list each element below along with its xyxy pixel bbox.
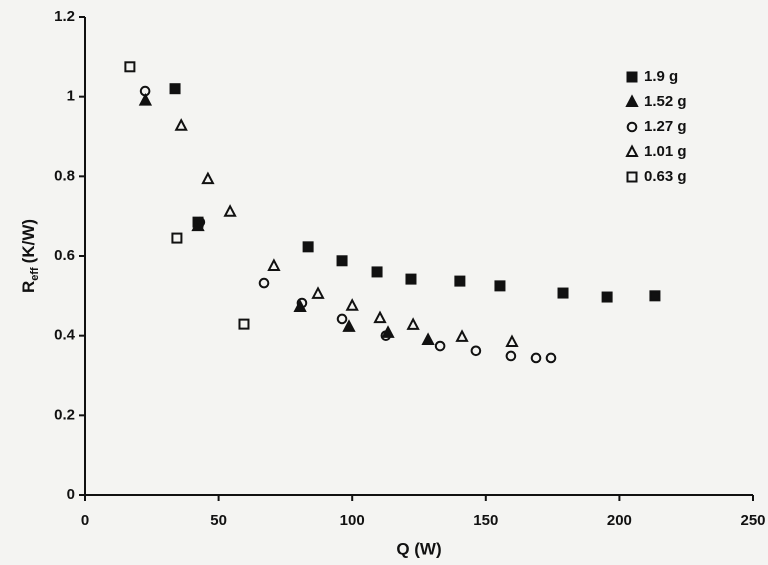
data-point: [421, 332, 435, 346]
y-label-main: R: [19, 281, 38, 293]
data-point: [336, 313, 348, 325]
y-tick-label: 0.6: [54, 247, 75, 264]
data-point: [201, 171, 215, 185]
data-point: [494, 280, 506, 292]
legend-label: 1.9 g: [644, 68, 678, 85]
legend-marker: [626, 71, 638, 83]
data-point: [406, 317, 420, 330]
data-point: [223, 204, 237, 217]
legend-label: 1.52 g: [644, 93, 687, 110]
y-label-sub: eff: [29, 267, 41, 281]
data-point: [557, 287, 569, 299]
data-point: [342, 319, 356, 332]
data-point: [124, 61, 136, 73]
legend-marker: [625, 144, 639, 157]
x-tick-label: 100: [340, 512, 365, 529]
y-tick-label: 0.4: [54, 327, 76, 344]
data-point: [139, 85, 151, 97]
data-point: [296, 297, 308, 309]
data-point: [174, 118, 188, 131]
data-point: [138, 93, 153, 106]
data-point: [405, 273, 417, 285]
data-point: [371, 266, 383, 278]
data-point: [505, 350, 517, 362]
data-point: [601, 291, 613, 303]
legend-marker: [626, 171, 638, 183]
data-point: [302, 241, 314, 253]
x-tick-label: 50: [210, 512, 227, 529]
data-point: [649, 290, 661, 302]
data-point: [267, 258, 281, 271]
data-point: [336, 255, 348, 267]
y-label-unit: (K/W): [19, 219, 38, 263]
x-tick-label: 0: [81, 512, 89, 529]
y-tick-label: 0.8: [54, 167, 75, 184]
data-point: [169, 83, 181, 95]
data-point: [455, 329, 469, 342]
data-point: [194, 216, 206, 228]
legend-label: 1.27 g: [644, 118, 687, 135]
y-tick-label: 0.2: [54, 406, 75, 423]
legend-marker: [625, 94, 639, 107]
legend-label: 1.01 g: [644, 143, 687, 160]
y-tick-label: 1.2: [54, 8, 75, 25]
x-tick-label: 150: [473, 512, 498, 529]
data-point: [505, 334, 519, 348]
y-tick-label: 0: [67, 486, 75, 503]
data-point: [530, 352, 542, 364]
data-point: [434, 340, 446, 352]
data-point: [373, 310, 387, 324]
data-point: [380, 330, 392, 341]
y-axis-label: Reff (K/W): [19, 219, 40, 293]
data-point: [171, 232, 183, 244]
y-tick-label: 1: [67, 88, 75, 105]
x-tick-label: 200: [607, 512, 632, 529]
data-point: [311, 286, 325, 299]
data-point: [454, 275, 466, 287]
legend-marker: [626, 121, 638, 133]
legend-label: 0.63 g: [644, 168, 687, 185]
data-point: [345, 298, 359, 311]
data-point: [470, 345, 482, 357]
data-point: [545, 352, 557, 364]
data-point: [258, 277, 270, 289]
x-tick-label: 250: [740, 512, 765, 529]
x-axis-label: Q (W): [396, 539, 441, 558]
data-point: [238, 318, 250, 330]
